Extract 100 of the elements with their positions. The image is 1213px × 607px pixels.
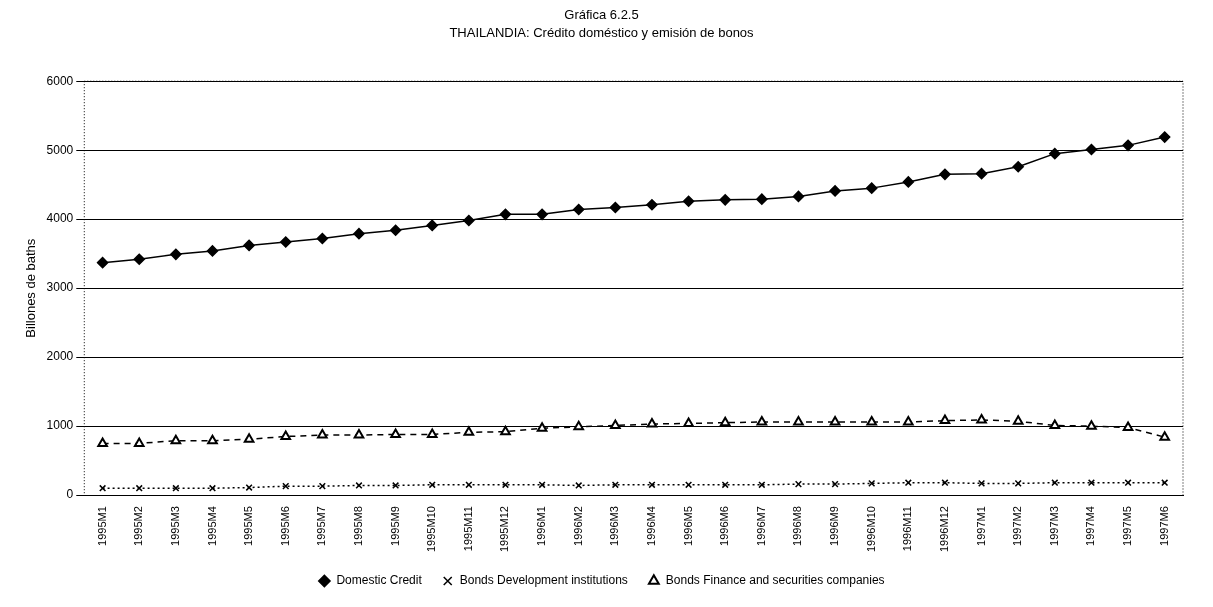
point — [976, 413, 987, 424]
x-tick-label: 1996M11 — [901, 506, 914, 552]
point — [1159, 431, 1171, 441]
x-tick-label: 1996M6 — [718, 506, 731, 546]
point — [902, 176, 915, 188]
point — [170, 434, 182, 445]
point — [1158, 131, 1171, 143]
x-tick-label: 1997M6 — [1157, 506, 1170, 546]
y-axis-title: Billones de baths — [23, 238, 39, 338]
point — [135, 484, 143, 492]
x-tick-label: 1996M3 — [608, 506, 621, 546]
point — [1049, 147, 1061, 160]
point — [426, 428, 438, 438]
point — [829, 416, 841, 426]
x-tick-label: 1995M1 — [95, 506, 108, 546]
point — [794, 480, 803, 488]
point — [756, 416, 768, 426]
point — [245, 483, 253, 492]
point — [646, 418, 658, 428]
point — [243, 433, 255, 443]
x-tick-label: 1995M4 — [205, 506, 218, 546]
point — [902, 416, 914, 426]
y-tick-label: 0 — [66, 487, 74, 502]
point — [206, 245, 219, 257]
point — [426, 219, 438, 232]
y-tick-label: 3000 — [46, 280, 74, 295]
point — [829, 185, 841, 197]
point — [500, 425, 511, 436]
chart-title: Gráfica 6.2.5 — [564, 7, 639, 23]
x-tick-label: 1997M5 — [1121, 506, 1134, 546]
point — [280, 430, 292, 440]
point — [792, 190, 805, 203]
point — [279, 236, 292, 248]
point — [719, 194, 731, 206]
point — [428, 481, 436, 489]
x-tick-label: 1995M12 — [498, 506, 511, 553]
x-tick-label: 1995M3 — [168, 506, 181, 546]
point — [390, 428, 401, 438]
point — [1122, 421, 1134, 432]
y-tick-label: 2000 — [46, 349, 74, 364]
point — [133, 253, 145, 265]
point — [572, 203, 585, 216]
point — [1085, 143, 1098, 156]
legend-label: Bonds Development institutions — [459, 573, 628, 588]
point — [536, 422, 548, 432]
point — [96, 256, 109, 269]
x-tick-label: 1997M3 — [1047, 506, 1060, 546]
x-tick-label: 1996M1 — [535, 506, 548, 546]
point — [463, 214, 475, 227]
x-tick-label: 1995M8 — [352, 506, 364, 546]
point — [573, 420, 585, 431]
point — [683, 417, 694, 427]
point — [719, 416, 731, 427]
y-tick-label: 5000 — [46, 142, 74, 157]
point — [865, 182, 878, 194]
point — [646, 198, 658, 211]
point — [170, 248, 182, 261]
point — [353, 227, 365, 240]
x-tick-label: 1997M4 — [1084, 506, 1097, 546]
point — [97, 437, 108, 447]
x-tick-label: 1996M5 — [681, 506, 694, 546]
x-tick-label: 1995M2 — [132, 506, 145, 546]
point — [133, 437, 145, 447]
point — [610, 419, 621, 429]
x-tick-label: 1996M2 — [571, 506, 584, 546]
point — [317, 429, 328, 439]
point — [1161, 479, 1169, 487]
point — [1012, 415, 1024, 425]
y-tick-label: 1000 — [46, 418, 74, 433]
legend-label: Bonds Finance and securities companies — [665, 573, 885, 588]
x-tick-label: 1996M7 — [754, 506, 767, 546]
point — [939, 168, 951, 181]
point — [793, 416, 804, 426]
x-tick-label: 1996M10 — [864, 506, 877, 553]
x-tick-label: 1995M10 — [425, 506, 438, 553]
point — [243, 239, 255, 252]
point — [536, 208, 548, 221]
point — [721, 481, 729, 489]
point — [355, 481, 363, 490]
point — [904, 479, 912, 487]
x-tick-label: 1996M8 — [791, 506, 804, 546]
chart-subtitle: THAILANDIA: Crédito doméstico y emisión de bonos — [449, 24, 755, 40]
point — [977, 479, 986, 487]
point — [756, 193, 768, 205]
point — [1049, 419, 1061, 429]
point — [499, 208, 512, 221]
point — [465, 481, 473, 489]
point — [353, 429, 365, 439]
point — [463, 426, 475, 436]
point — [316, 232, 329, 245]
point — [389, 224, 402, 236]
legend-label: Domestic Credit — [336, 573, 423, 588]
x-tick-label: 1997M1 — [974, 506, 987, 546]
point — [682, 195, 695, 207]
x-tick-label: 1995M6 — [278, 506, 291, 546]
y-tick-label: 4000 — [46, 211, 74, 226]
x-tick-label: 1996M4 — [644, 506, 657, 546]
x-tick-label: 1995M9 — [388, 506, 401, 546]
point — [1086, 420, 1097, 430]
y-tick-label: 6000 — [46, 73, 74, 88]
